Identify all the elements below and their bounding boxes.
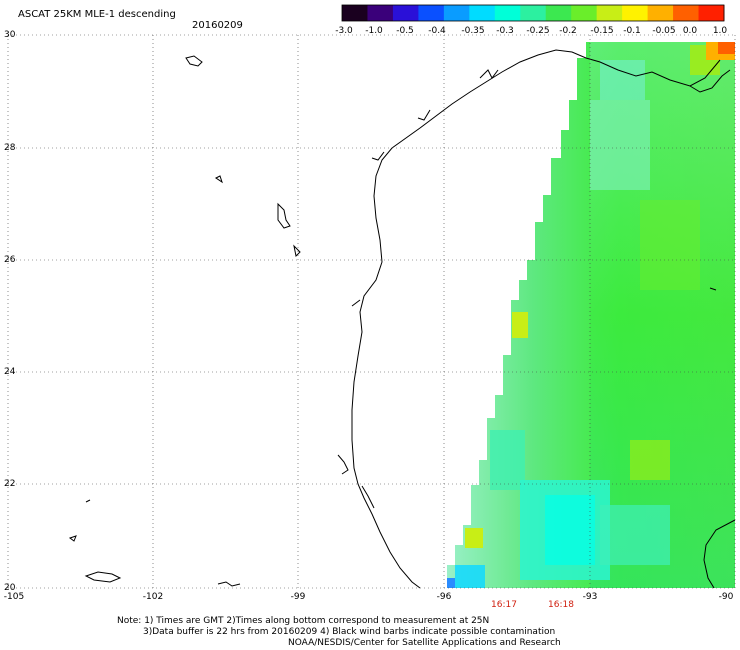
note-line-3: NOAA/NESDIS/Center for Satellite Applica… [288, 638, 561, 648]
graticule [7, 34, 736, 589]
lon-label: -93 [582, 592, 598, 602]
lat-label: 28 [4, 143, 16, 153]
colorbar-swatch [647, 5, 674, 21]
lat-label: 24 [4, 367, 16, 377]
colorbar-label: -0.35 [461, 26, 485, 36]
colorbar-label: -0.15 [590, 26, 614, 36]
colorbar-label: 0.0 [682, 26, 698, 36]
colorbar-label: -3.0 [335, 26, 353, 36]
colorbar [341, 4, 725, 22]
colorbar-label: -0.05 [652, 26, 676, 36]
note-line-2: 3)Data buffer is 22 hrs from 20160209 4)… [143, 627, 556, 637]
colorbar-swatch [622, 5, 649, 21]
lat-label: 30 [4, 30, 16, 40]
colorbar-label: -0.1 [623, 26, 641, 36]
colorbar-label: -0.4 [428, 26, 446, 36]
lon-label: -99 [290, 592, 306, 602]
colorbar-swatch [418, 5, 445, 21]
colorbar-swatch [443, 5, 470, 21]
wind-data-swath [447, 42, 735, 588]
colorbar-swatch [698, 5, 725, 21]
colorbar-label: -0.25 [526, 26, 550, 36]
colorbar-label: -1.0 [365, 26, 383, 36]
colorbar-swatch [392, 5, 419, 21]
colorbar-swatch [367, 5, 394, 21]
colorbar-swatch [469, 5, 496, 21]
colorbar-swatch [520, 5, 547, 21]
colorbar-swatch [545, 5, 572, 21]
lon-label: -105 [3, 592, 25, 602]
colorbar-label: -0.5 [396, 26, 414, 36]
lon-label: -96 [436, 592, 452, 602]
lon-label: -102 [142, 592, 164, 602]
lat-label: 26 [4, 255, 16, 265]
colorbar-label: -0.3 [496, 26, 514, 36]
colorbar-swatch [673, 5, 700, 21]
coastline [68, 49, 736, 589]
chart-title: ASCAT 25KM MLE-1 descending [18, 9, 176, 20]
lat-label: 20 [4, 583, 16, 593]
time-label: 16:18 [548, 600, 574, 610]
chart-date: 20160209 [192, 20, 243, 31]
time-label: 16:17 [491, 600, 517, 610]
lon-label: -90 [718, 592, 734, 602]
colorbar-border [341, 4, 725, 22]
colorbar-label: -0.2 [559, 26, 577, 36]
lat-label: 22 [4, 479, 16, 489]
colorbar-swatch [342, 5, 368, 21]
colorbar-swatch [494, 5, 521, 21]
colorbar-swatch [571, 5, 598, 21]
colorbar-swatch [596, 5, 623, 21]
colorbar-label: 1.0 [712, 26, 728, 36]
note-line-1: Note: 1) Times are GMT 2)Times along bot… [117, 616, 490, 626]
